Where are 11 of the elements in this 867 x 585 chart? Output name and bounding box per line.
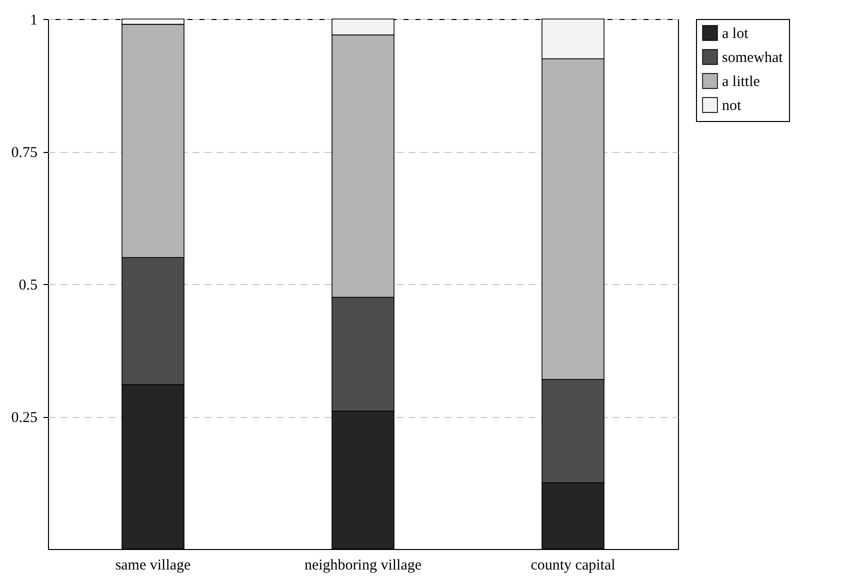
y-tick-label: 0.5 (18, 278, 38, 294)
x-tick-label: same village (115, 558, 192, 574)
y-tick-label: 0.25 (11, 410, 38, 426)
legend-label: a little (722, 74, 760, 90)
x-tick-label: neighboring village (304, 558, 422, 574)
legend-label: not (722, 98, 742, 114)
legend-label: somewhat (722, 50, 784, 66)
legend-label: a lot (722, 26, 750, 42)
y-tick-label: 0.75 (11, 145, 38, 161)
x-tick-label: county capital (530, 558, 616, 574)
y-tick-label: 1 (30, 12, 38, 28)
